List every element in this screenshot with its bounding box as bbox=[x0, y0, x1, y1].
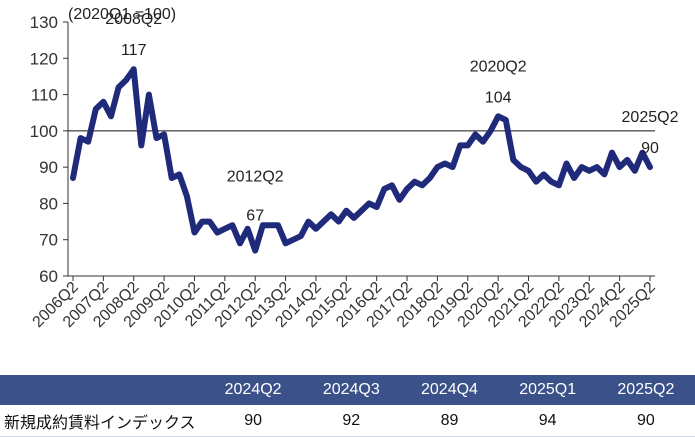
table-header-cell bbox=[0, 375, 204, 405]
table-header-cell: 2025Q2 bbox=[596, 375, 695, 405]
table-cell: 90 bbox=[596, 405, 695, 437]
y-tick-label: 60 bbox=[39, 267, 58, 286]
annotation-value-label: 117 bbox=[121, 42, 147, 59]
y-tick-label: 130 bbox=[30, 13, 58, 32]
annotation-period-label: 2012Q2 bbox=[227, 169, 284, 186]
annotation-value-label: 90 bbox=[641, 140, 659, 157]
y-tick-label: 80 bbox=[39, 194, 58, 213]
annotation-period-label: 2025Q2 bbox=[622, 109, 679, 126]
y-tick-label: 90 bbox=[39, 158, 58, 177]
table-header-cell: 2024Q4 bbox=[400, 375, 499, 405]
table-header-cell: 2024Q3 bbox=[302, 375, 401, 405]
summary-table: 2024Q2 2024Q3 2024Q4 2025Q1 2025Q2 新規成約賃… bbox=[0, 375, 695, 437]
table-cell: 90 bbox=[204, 405, 303, 437]
table-header-cell: 2024Q2 bbox=[204, 375, 303, 405]
annotations: 2008Q2 117 2012Q2 67 2020Q2 104 2025Q2 90 bbox=[105, 11, 678, 224]
table-row: 新規成約賃料インデックス 90 92 89 94 90 bbox=[0, 405, 695, 437]
y-tick-label: 110 bbox=[31, 86, 58, 105]
annotation-value-label: 104 bbox=[485, 89, 512, 106]
table-cell: 89 bbox=[400, 405, 499, 437]
annotation-period-label: 2008Q2 bbox=[105, 11, 162, 28]
annotation-value-label: 67 bbox=[246, 208, 264, 225]
table-header-cell: 2025Q1 bbox=[498, 375, 597, 405]
y-tick-label: 120 bbox=[30, 49, 58, 68]
line-chart: 60 70 80 90 100 110 120 130 2006Q22007Q22008Q22… bbox=[30, 6, 679, 331]
table-cell: 94 bbox=[498, 405, 597, 437]
y-tick-label: 100 bbox=[30, 122, 58, 141]
y-axis: 60 70 80 90 100 110 120 130 bbox=[30, 13, 69, 286]
table-row-label: 新規成約賃料インデックス bbox=[0, 405, 204, 437]
unit-note: (2020Q1 =100) bbox=[68, 6, 176, 23]
table-cell: 92 bbox=[302, 405, 401, 437]
annotation-period-label: 2020Q2 bbox=[470, 58, 527, 75]
y-tick-label: 70 bbox=[39, 231, 58, 250]
series-line bbox=[70, 66, 653, 254]
table-header-row: 2024Q2 2024Q3 2024Q4 2025Q1 2025Q2 bbox=[0, 375, 695, 405]
x-axis: 2006Q22007Q22008Q22009Q22010Q22011Q22012… bbox=[30, 275, 659, 331]
